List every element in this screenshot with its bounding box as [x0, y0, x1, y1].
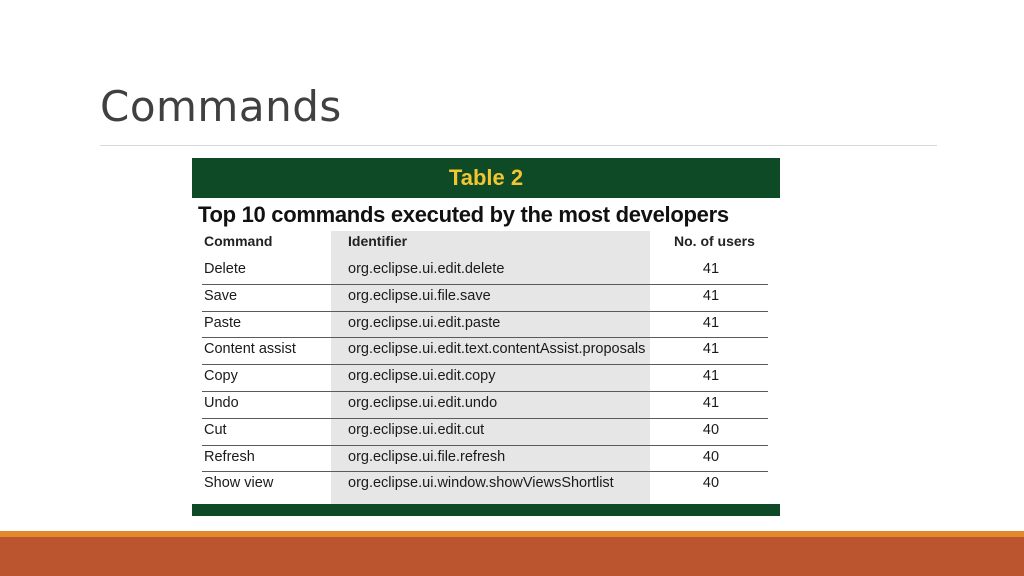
identifier-column-shade [331, 231, 650, 505]
table-body: Delete org.eclipse.ui.edit.delete 41 Save or… [192, 257, 780, 498]
cell-users: 40 [702, 421, 720, 438]
column-header-identifier: Identifier [348, 233, 408, 249]
column-header-command: Command [204, 233, 273, 249]
cell-command: Refresh [204, 448, 255, 465]
cell-command: Cut [204, 421, 227, 438]
table-figure-footer [192, 504, 780, 516]
cell-users: 40 [702, 475, 720, 492]
table-row: Cut org.eclipse.ui.edit.cut 40 [192, 417, 780, 445]
cell-users: 41 [702, 261, 720, 277]
cell-identifier: org.eclipse.ui.edit.delete [348, 261, 505, 277]
title-divider [100, 145, 937, 146]
cell-identifier: org.eclipse.ui.edit.copy [348, 368, 496, 385]
cell-command: Undo [204, 394, 239, 411]
cell-users: 41 [702, 394, 720, 411]
table-row: Copy org.eclipse.ui.edit.copy 41 [192, 364, 780, 391]
column-header-users: No. of users [674, 233, 755, 249]
table-figure-header: Table 2 [192, 158, 780, 198]
row-divider [202, 310, 768, 312]
table-row: Show view org.eclipse.ui.window.showViews… [192, 471, 780, 498]
cell-identifier: org.eclipse.ui.edit.text.contentAssist.p… [348, 341, 646, 358]
row-divider [202, 283, 768, 285]
cell-command: Delete [204, 261, 246, 277]
row-divider [202, 364, 768, 366]
cell-command: Paste [204, 314, 242, 331]
cell-identifier: org.eclipse.ui.window.showViewsShortlist [348, 475, 614, 492]
table-row: Save org.eclipse.ui.file.save 41 [192, 283, 780, 311]
row-divider [202, 337, 768, 339]
cell-identifier: org.eclipse.ui.file.save [348, 287, 491, 304]
footer-accent-band [0, 531, 1024, 537]
cell-command: Show view [204, 475, 274, 492]
table-row: Paste org.eclipse.ui.edit.paste 41 [192, 310, 780, 338]
cell-identifier: org.eclipse.ui.edit.undo [348, 394, 498, 411]
footer-band [0, 537, 1024, 576]
slide-title: Commands [100, 82, 342, 131]
row-divider [202, 471, 768, 473]
table-caption: Top 10 commands executed by the most dev… [198, 202, 729, 227]
row-divider [202, 390, 768, 392]
row-divider [202, 417, 768, 419]
cell-command: Copy [204, 368, 238, 385]
cell-command: Save [204, 287, 238, 304]
table-figure: Table 2 Top 10 commands executed by the … [192, 158, 780, 516]
table-row: Undo org.eclipse.ui.edit.undo 41 [192, 390, 780, 418]
table-row: Delete org.eclipse.ui.edit.delete 41 [192, 257, 780, 284]
cell-users: 41 [702, 341, 720, 358]
cell-command: Content assist [204, 341, 296, 358]
cell-identifier: org.eclipse.ui.file.refresh [348, 448, 506, 465]
row-divider [202, 444, 768, 446]
cell-users: 41 [702, 368, 720, 385]
cell-identifier: org.eclipse.ui.edit.cut [348, 421, 485, 438]
cell-users: 40 [702, 448, 720, 465]
cell-users: 41 [702, 287, 720, 304]
table-row: Content assist org.eclipse.ui.edit.text.c… [192, 337, 780, 364]
table-figure-label: Table 2 [448, 165, 524, 190]
cell-users: 41 [702, 314, 720, 331]
cell-identifier: org.eclipse.ui.edit.paste [348, 314, 501, 331]
table-row: Refresh org.eclipse.ui.file.refresh 40 [192, 444, 780, 472]
